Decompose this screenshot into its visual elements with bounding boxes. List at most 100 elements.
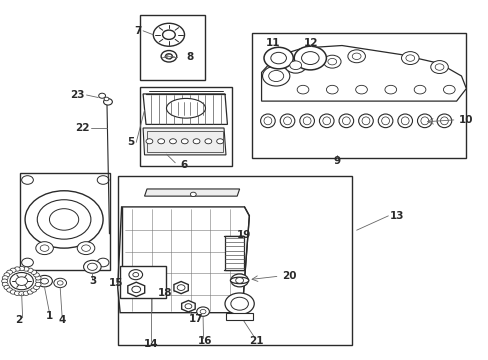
- Circle shape: [27, 268, 33, 273]
- Circle shape: [7, 288, 13, 292]
- Circle shape: [384, 85, 396, 94]
- Circle shape: [81, 245, 90, 251]
- Circle shape: [351, 53, 360, 59]
- Ellipse shape: [342, 117, 349, 125]
- Circle shape: [41, 278, 48, 284]
- Circle shape: [14, 267, 20, 271]
- Circle shape: [326, 85, 337, 94]
- Text: 7: 7: [134, 26, 141, 36]
- Ellipse shape: [338, 114, 353, 128]
- Circle shape: [301, 51, 319, 64]
- Polygon shape: [143, 94, 227, 125]
- Circle shape: [36, 242, 53, 255]
- Text: 19: 19: [237, 230, 251, 240]
- Circle shape: [40, 245, 49, 251]
- Text: 12: 12: [304, 38, 318, 48]
- Text: 9: 9: [333, 156, 340, 166]
- Text: 5: 5: [127, 138, 135, 147]
- Text: 22: 22: [75, 123, 89, 133]
- Circle shape: [230, 274, 248, 287]
- Bar: [225, 313, 253, 320]
- Circle shape: [34, 273, 40, 277]
- Circle shape: [97, 258, 109, 267]
- Circle shape: [270, 52, 286, 64]
- Ellipse shape: [378, 114, 392, 128]
- Ellipse shape: [303, 117, 310, 125]
- Circle shape: [23, 267, 29, 271]
- Circle shape: [3, 267, 40, 295]
- Circle shape: [27, 290, 33, 294]
- Circle shape: [10, 273, 33, 290]
- Text: 16: 16: [198, 336, 212, 346]
- Circle shape: [37, 200, 91, 239]
- Ellipse shape: [401, 117, 408, 125]
- Polygon shape: [261, 45, 466, 101]
- Text: 8: 8: [185, 51, 193, 62]
- Circle shape: [35, 282, 41, 287]
- Text: 20: 20: [282, 271, 296, 281]
- Circle shape: [230, 297, 248, 310]
- Bar: [140, 87, 232, 166]
- Circle shape: [10, 290, 16, 294]
- Circle shape: [97, 176, 109, 184]
- Circle shape: [129, 270, 142, 280]
- Text: 21: 21: [249, 336, 264, 346]
- Circle shape: [54, 278, 66, 288]
- Circle shape: [34, 285, 40, 289]
- Circle shape: [23, 291, 29, 296]
- Ellipse shape: [420, 117, 428, 125]
- Ellipse shape: [283, 117, 291, 125]
- Ellipse shape: [322, 117, 330, 125]
- Ellipse shape: [319, 114, 333, 128]
- Circle shape: [103, 99, 112, 105]
- Circle shape: [31, 270, 37, 274]
- Polygon shape: [144, 189, 239, 196]
- Polygon shape: [127, 282, 144, 297]
- Circle shape: [235, 278, 243, 283]
- Ellipse shape: [440, 117, 447, 125]
- Ellipse shape: [358, 114, 372, 128]
- Polygon shape: [118, 207, 249, 313]
- Circle shape: [87, 263, 97, 270]
- Circle shape: [36, 279, 41, 283]
- Text: 11: 11: [265, 38, 280, 48]
- Circle shape: [31, 288, 37, 292]
- Circle shape: [181, 139, 188, 144]
- Circle shape: [133, 273, 139, 277]
- Circle shape: [35, 276, 41, 280]
- Ellipse shape: [417, 114, 431, 128]
- Circle shape: [25, 191, 103, 248]
- Ellipse shape: [299, 114, 314, 128]
- Circle shape: [1, 279, 7, 283]
- Text: 2: 2: [16, 315, 23, 325]
- Text: 10: 10: [458, 115, 472, 125]
- Circle shape: [132, 286, 141, 293]
- Text: 15: 15: [109, 278, 123, 288]
- Text: 23: 23: [70, 90, 84, 100]
- Text: 1: 1: [46, 311, 53, 320]
- Circle shape: [289, 61, 301, 69]
- Ellipse shape: [361, 117, 369, 125]
- Bar: [147, 131, 222, 152]
- Text: 3: 3: [89, 276, 97, 286]
- Text: 14: 14: [143, 339, 158, 349]
- Circle shape: [16, 277, 27, 285]
- Ellipse shape: [381, 117, 388, 125]
- Circle shape: [297, 85, 308, 94]
- Circle shape: [14, 291, 20, 296]
- Circle shape: [37, 275, 52, 287]
- Circle shape: [57, 281, 63, 285]
- Circle shape: [21, 176, 33, 184]
- Circle shape: [224, 293, 254, 315]
- Ellipse shape: [166, 98, 205, 118]
- Polygon shape: [182, 301, 195, 312]
- Ellipse shape: [397, 114, 412, 128]
- Text: 6: 6: [180, 159, 187, 170]
- Bar: [251, 33, 466, 158]
- Circle shape: [200, 310, 205, 314]
- Text: 13: 13: [389, 211, 404, 221]
- Circle shape: [2, 282, 8, 287]
- Ellipse shape: [264, 117, 271, 125]
- Circle shape: [146, 139, 153, 144]
- Circle shape: [177, 285, 184, 291]
